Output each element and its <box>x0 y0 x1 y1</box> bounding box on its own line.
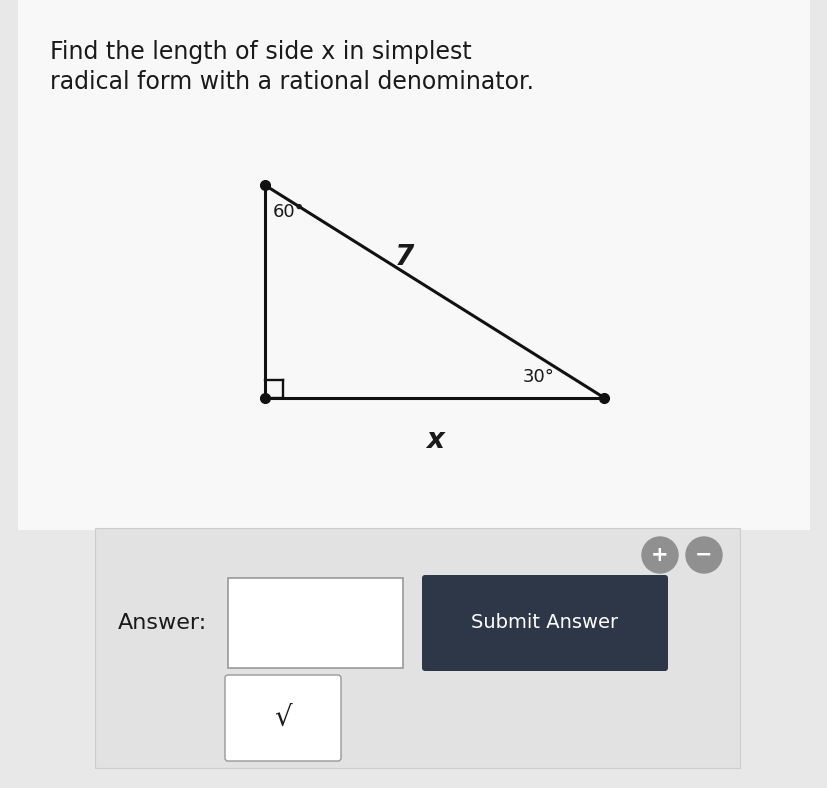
FancyBboxPatch shape <box>225 675 341 761</box>
FancyBboxPatch shape <box>227 578 403 668</box>
Text: radical form with a rational denominator.: radical form with a rational denominator… <box>50 70 533 94</box>
FancyBboxPatch shape <box>422 575 667 671</box>
Text: 30°: 30° <box>522 368 553 386</box>
FancyBboxPatch shape <box>18 0 809 530</box>
Circle shape <box>686 537 721 573</box>
Text: x: x <box>425 426 443 454</box>
Text: +: + <box>650 545 668 565</box>
Text: −: − <box>695 545 712 565</box>
Circle shape <box>641 537 677 573</box>
Text: 60°: 60° <box>273 203 304 221</box>
Text: 7: 7 <box>394 243 414 270</box>
FancyBboxPatch shape <box>95 528 739 768</box>
Text: √: √ <box>274 704 291 732</box>
Text: Answer:: Answer: <box>118 613 207 633</box>
Text: Submit Answer: Submit Answer <box>471 614 618 633</box>
Text: Find the length of side x in simplest: Find the length of side x in simplest <box>50 40 471 64</box>
